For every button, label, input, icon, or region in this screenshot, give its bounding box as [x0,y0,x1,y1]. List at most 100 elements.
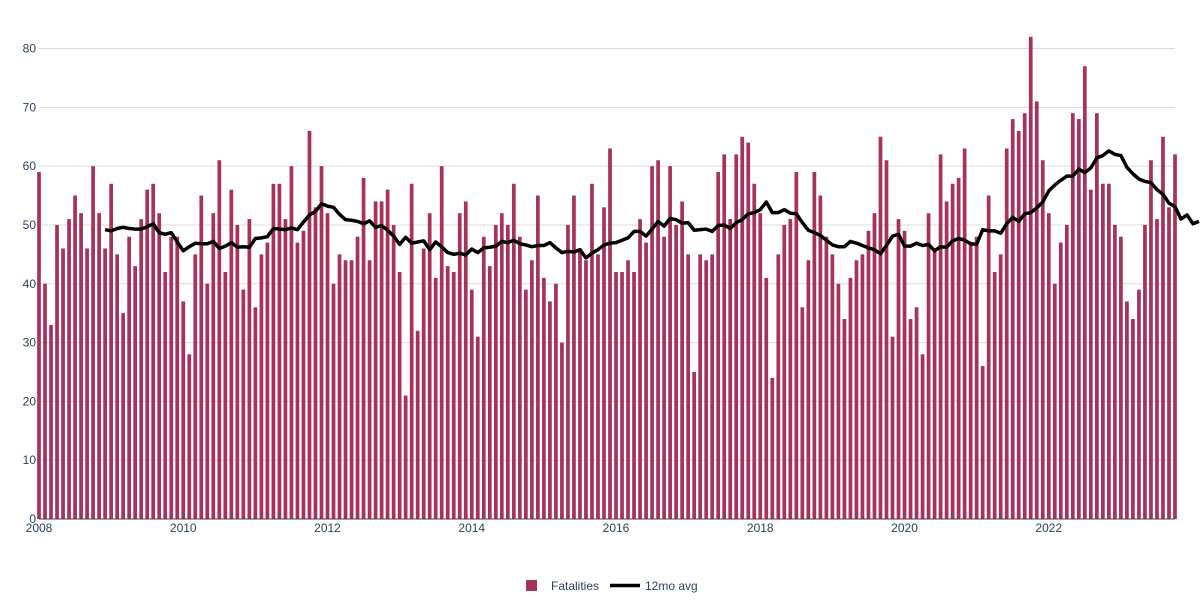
bar [367,260,372,519]
bar [55,224,59,519]
x-tick-label: 2014 [458,521,485,535]
bar [385,189,390,519]
bar [710,254,715,519]
bar [49,324,53,519]
bar [1070,113,1075,519]
bar [614,272,618,519]
x-tick-label: 2022 [1035,521,1062,535]
bar [626,260,630,519]
bar [163,272,168,519]
bar [229,189,234,519]
bar [674,224,678,519]
bar [391,224,396,519]
y-tick-label: 10 [23,453,37,467]
y-tick-label: 0 [29,512,36,526]
bar [79,213,83,519]
bar [169,236,174,519]
bar [451,272,456,519]
bar [620,272,624,519]
bar [73,195,77,520]
bar [157,213,162,519]
bar [746,142,751,519]
bar [806,260,811,519]
bar [103,248,107,519]
bar [97,213,101,519]
bar [542,277,546,519]
bar [788,219,793,520]
bar [644,242,648,519]
bar [950,183,955,520]
bar [794,172,799,519]
bar [1046,213,1051,519]
bar [638,219,642,520]
bar [1004,148,1009,519]
bar [878,136,883,519]
bar-series-fatalities [37,36,1177,520]
bar [1161,136,1165,519]
bar [115,254,120,519]
bar [1155,219,1159,520]
bar [782,224,787,519]
bar [860,254,865,519]
bar [686,254,691,519]
axes: 0 10 20 30 40 50 60 70 80 2008 2010 2012 2014 2016 201… [23,42,1175,535]
bar [187,354,192,519]
bar [235,224,240,519]
bar [247,219,252,520]
bar [908,319,913,519]
bar [481,236,486,519]
y-tick-label: 30 [23,336,37,350]
bar [217,160,222,519]
bar [409,183,414,520]
bar [1143,224,1147,519]
bar [1149,160,1153,519]
bar [403,395,408,519]
bar [890,336,895,519]
bar [427,213,432,519]
bar [830,254,835,519]
bar [728,219,733,520]
bar [986,195,991,520]
bar [668,166,672,519]
bar [704,260,709,519]
bar [1022,113,1027,519]
bar [325,213,330,519]
legend-label-fatalities[interactable]: Fatalities [551,579,599,593]
bar [692,371,697,519]
bar [1016,130,1021,519]
bar [680,201,684,519]
bar [205,283,210,519]
bar [265,242,270,519]
bar [211,213,216,519]
bar [530,260,534,519]
bar [361,177,366,519]
bar [223,272,228,519]
bar [1088,189,1093,519]
bar [776,254,781,519]
bar [650,166,654,519]
bar [752,183,757,520]
bar [596,254,600,519]
bar [133,266,138,519]
bar [698,254,703,519]
x-tick-label: 2020 [891,521,918,535]
bar [920,354,925,519]
legend[interactable]: Fatalities 12mo avg [526,579,698,593]
bar [872,213,877,519]
bar [151,183,156,520]
bar [127,236,132,519]
bar [740,136,745,519]
bar [433,277,438,519]
bar [445,266,450,519]
bar [199,195,204,520]
bar [145,189,150,519]
bar [181,301,186,519]
line-series-12mo-avg [104,149,1200,260]
bar [193,254,198,519]
bar [974,236,979,519]
legend-label-12mo-avg[interactable]: 12mo avg [645,579,698,593]
bar [770,377,775,519]
bar [536,195,540,520]
bar [932,248,937,519]
legend-swatch-fatalities[interactable] [526,580,537,591]
